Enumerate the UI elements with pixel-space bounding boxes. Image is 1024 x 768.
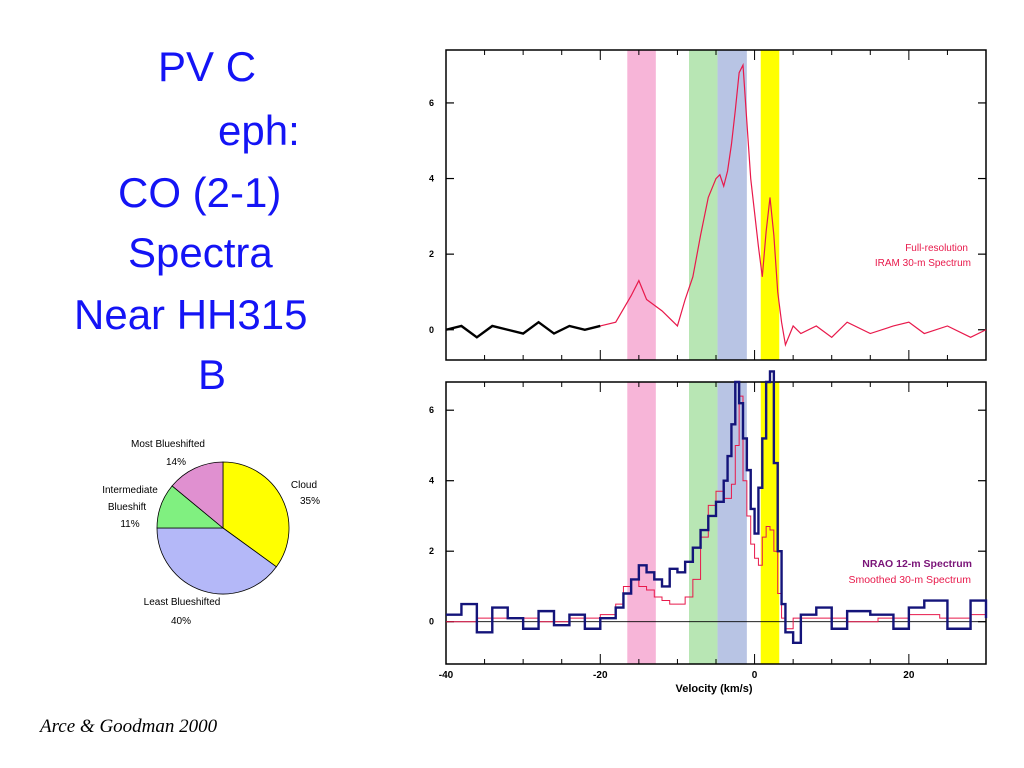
pie-label-least-blueshifted: Least Blueshifted xyxy=(144,597,221,608)
pie-pct-least-blueshifted: 40% xyxy=(171,616,191,627)
nrao-xtick-label-20: 20 xyxy=(903,670,915,681)
pie-pct-cloud: 35% xyxy=(300,496,320,507)
band-top-least-blueshifted xyxy=(717,50,747,360)
nrao-panel: 0 2 4 6 -40 -20 0 20 NRAO 12-m Spectrum Smoothe… xyxy=(429,370,988,695)
nrao-xtick-label--40: -40 xyxy=(439,670,454,681)
velocity-bands xyxy=(627,50,780,664)
nrao-ytick-label-0: 0 xyxy=(429,617,434,627)
pie-label-most-blueshifted: Most Blueshifted xyxy=(131,439,205,450)
nrao-ytick-label-2: 2 xyxy=(429,546,434,556)
title-line-4: Spectra xyxy=(128,229,273,276)
pie-chart: Most Blueshifted 14% Intermediate Bluesh… xyxy=(102,439,320,627)
x-axis-label: Velocity (km/s) xyxy=(675,683,752,695)
nrao-legend-line-2: Smoothed 30-m Spectrum xyxy=(848,574,971,586)
iram-ytick-label-2: 2 xyxy=(429,249,434,259)
pie-slices xyxy=(156,461,290,595)
title-line-1: PV C xyxy=(158,43,257,90)
iram-ytick-label-6: 6 xyxy=(429,98,434,108)
nrao-12m-spectrum-line xyxy=(446,370,988,645)
iram-ytick-label-4: 4 xyxy=(429,174,434,184)
iram-legend-line-1: Full-resolution xyxy=(905,243,968,254)
band-top-intermediate-blueshift xyxy=(689,50,718,360)
title-line-2: eph: xyxy=(218,107,300,154)
title-line-5: Near HH315 xyxy=(74,291,308,338)
pie-label-intermediate-2: Blueshift xyxy=(108,502,147,513)
iram-ticks: 0 2 4 6 xyxy=(429,50,987,360)
title-line-3: CO (2-1) xyxy=(118,169,282,216)
iram-ytick-label-0: 0 xyxy=(429,325,434,335)
citation: Arce & Goodman 2000 xyxy=(40,716,218,737)
iram-panel: 0 2 4 6 Full-resolution IRAM 30-m Spectrum xyxy=(429,49,987,361)
iram-legend-line-2: IRAM 30-m Spectrum xyxy=(875,258,971,269)
pie-label-cloud: Cloud xyxy=(291,480,317,491)
nrao-ytick-label-6: 6 xyxy=(429,405,434,415)
nrao-ticks: 0 2 4 6 -40 -20 0 20 xyxy=(429,382,987,681)
pie-slice-most-blueshifted xyxy=(171,461,224,529)
iram-baseline-segment xyxy=(445,320,601,339)
title-line-6: B xyxy=(198,351,227,398)
nrao-ytick-label-4: 4 xyxy=(429,476,434,486)
band-bottom-intermediate-blueshift xyxy=(689,382,718,664)
band-top-most-blueshifted xyxy=(627,50,656,360)
smoothed-30m-spectrum-line xyxy=(446,395,987,630)
iram-series xyxy=(445,62,987,348)
nrao-xtick-label-0: 0 xyxy=(752,670,758,681)
nrao-legend-line-1: NRAO 12-m Spectrum xyxy=(862,558,972,570)
pie-label-intermediate-1: Intermediate xyxy=(102,485,158,496)
pie-pct-intermediate: 11% xyxy=(120,519,139,530)
pie-slice-cloud xyxy=(222,461,290,568)
nrao-xtick-label--20: -20 xyxy=(593,670,608,681)
nrao-series xyxy=(446,370,988,645)
band-top-cloud xyxy=(760,50,780,360)
band-bottom-most-blueshifted xyxy=(627,382,656,664)
pie-slice-least-blueshifted xyxy=(156,527,277,595)
pie-pct-most-blueshifted: 14% xyxy=(166,457,186,468)
